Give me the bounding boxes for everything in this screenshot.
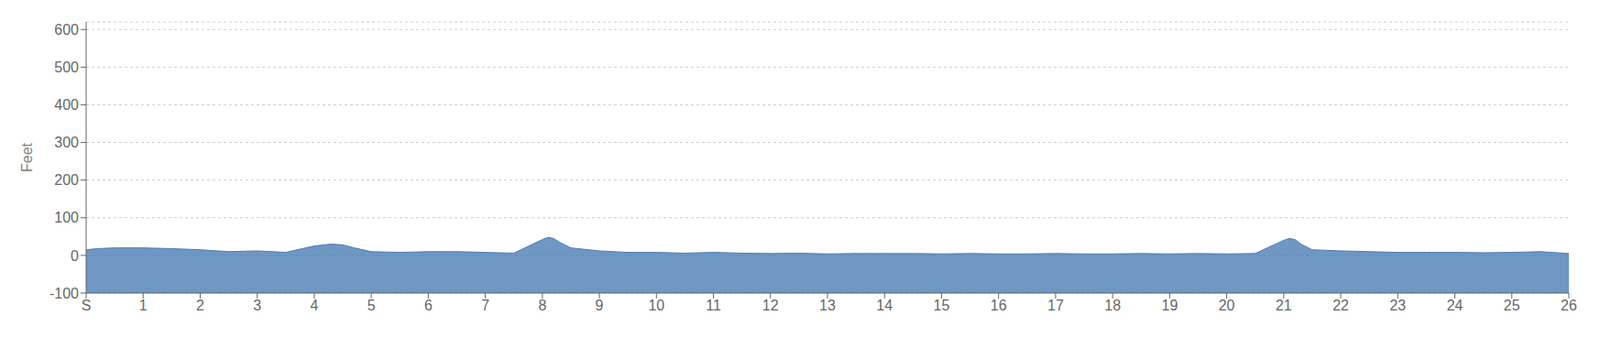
- svg-text:8: 8: [537, 297, 547, 314]
- svg-text:12: 12: [762, 297, 779, 314]
- svg-text:22: 22: [1332, 297, 1349, 314]
- svg-text:13: 13: [819, 297, 836, 314]
- svg-text:0: 0: [70, 248, 79, 264]
- svg-text:10: 10: [647, 297, 665, 314]
- svg-text:19: 19: [1161, 297, 1178, 314]
- svg-text:11: 11: [705, 297, 722, 314]
- svg-text:6: 6: [424, 297, 433, 314]
- svg-text:100: 100: [54, 209, 79, 226]
- svg-text:1: 1: [139, 297, 148, 314]
- svg-text:3: 3: [252, 297, 262, 314]
- svg-text:4: 4: [309, 297, 318, 314]
- svg-text:600: 600: [54, 21, 79, 38]
- svg-text:17: 17: [1047, 297, 1064, 314]
- svg-text:26: 26: [1560, 297, 1578, 314]
- svg-text:2: 2: [196, 297, 205, 314]
- svg-text:Feet: Feet: [19, 142, 35, 173]
- svg-text:20: 20: [1218, 297, 1236, 314]
- svg-text:16: 16: [990, 297, 1008, 314]
- svg-text:S: S: [81, 297, 92, 314]
- svg-text:500: 500: [54, 59, 79, 76]
- svg-text:200: 200: [54, 172, 79, 188]
- svg-text:400: 400: [54, 97, 79, 113]
- svg-text:21: 21: [1275, 297, 1293, 314]
- svg-text:14: 14: [876, 297, 893, 314]
- svg-text:15: 15: [933, 297, 951, 314]
- svg-text:25: 25: [1503, 297, 1521, 314]
- svg-text:9: 9: [595, 297, 604, 314]
- svg-text:-100: -100: [49, 285, 79, 302]
- svg-text:23: 23: [1389, 297, 1406, 314]
- svg-text:5: 5: [367, 297, 376, 314]
- svg-text:300: 300: [54, 134, 79, 151]
- svg-text:24: 24: [1446, 297, 1464, 314]
- svg-text:18: 18: [1104, 297, 1121, 314]
- svg-text:7: 7: [481, 297, 490, 314]
